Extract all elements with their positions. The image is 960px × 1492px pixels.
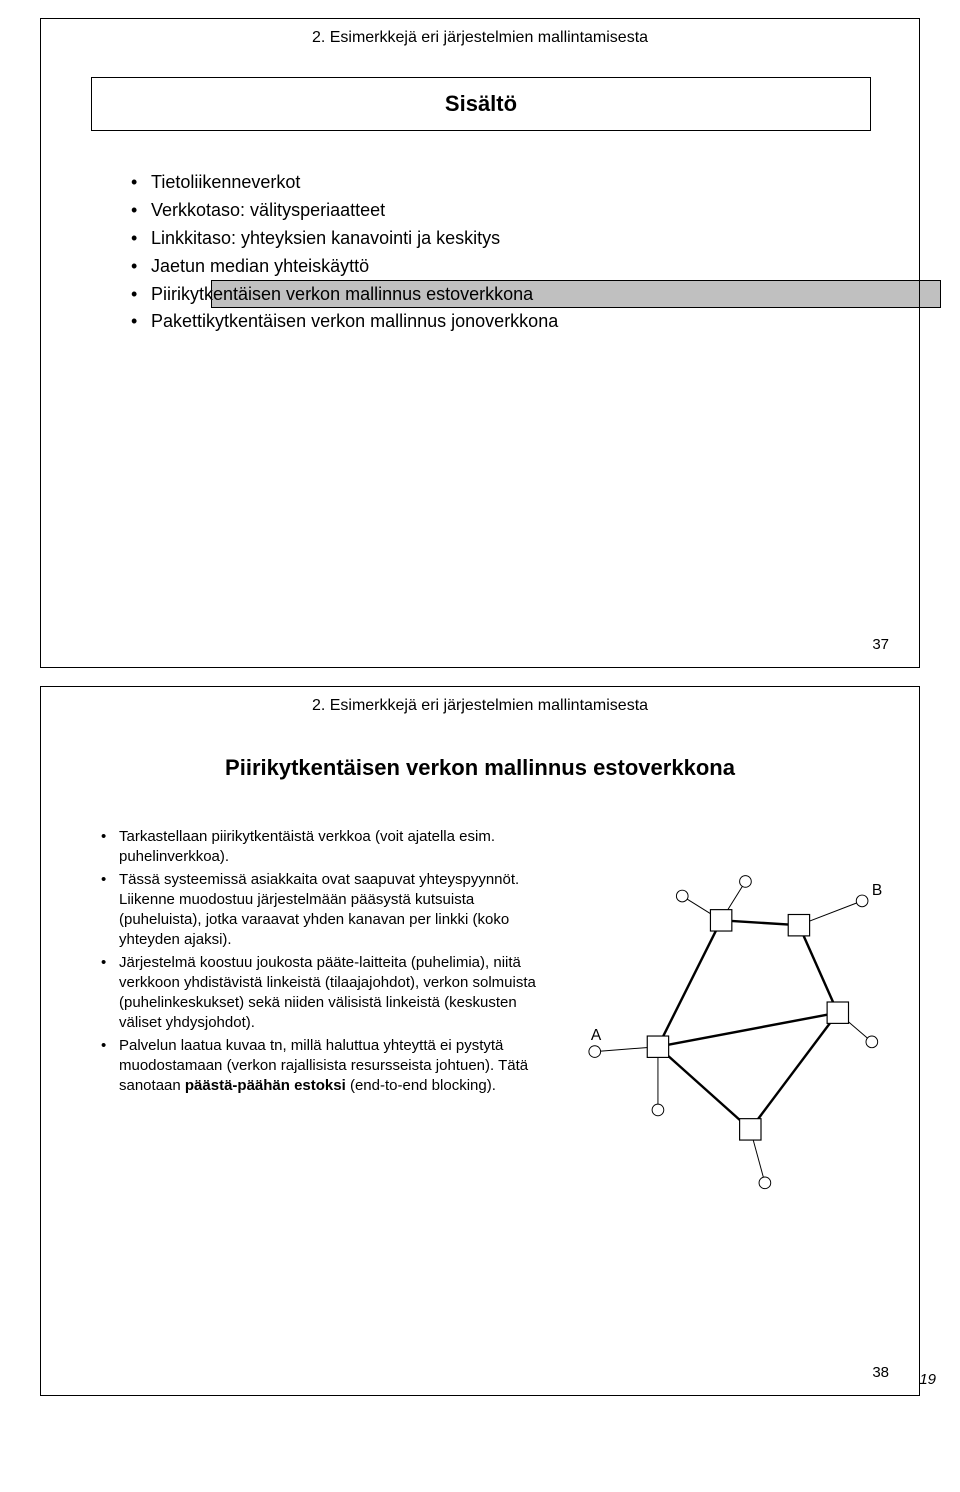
bullet-item: Verkkotaso: välitysperiaatteet xyxy=(131,197,851,225)
bullet-item: Linkkitaso: yhteyksien kanavointi ja kes… xyxy=(131,225,851,253)
bullet-item: Tietoliikenneverkot xyxy=(131,169,851,197)
slide-2-header: 2. Esimerkkejä eri järjestelmien mallint… xyxy=(41,697,919,715)
slide-1-header: 2. Esimerkkejä eri järjestelmien mallint… xyxy=(41,29,919,47)
network-label-b: B xyxy=(872,882,882,899)
network-diagram: A B xyxy=(551,857,901,1217)
slide-1: 2. Esimerkkejä eri järjestelmien mallint… xyxy=(40,18,920,668)
network-label-a: A xyxy=(591,1027,602,1044)
slide-1-page-number: 37 xyxy=(872,636,889,653)
slide-2-page-number: 38 xyxy=(872,1364,889,1381)
slide-2-title: Piirikytkentäisen verkon mallinnus estov… xyxy=(41,755,919,781)
slide-1-bullets: Tietoliikenneverkot Verkkotaso: välitysp… xyxy=(131,169,851,336)
bullet-item: Pakettikytkentäisen verkon mallinnus jon… xyxy=(131,308,851,336)
slide-2-bullets: Tarkastellaan piirikytkentäistä verkkoa … xyxy=(101,827,536,1098)
bullet-item: Tässä systeemissä asiakkaita ovat saapuv… xyxy=(101,870,536,951)
slide-1-title: Sisältö xyxy=(91,77,871,131)
page: 2. Esimerkkejä eri järjestelmien mallint… xyxy=(0,18,960,1396)
bullet-item: Piirikytkentäisen verkon mallinnus estov… xyxy=(131,281,851,309)
bullet-item: Järjestelmä koostuu joukosta pääte-laitt… xyxy=(101,953,536,1034)
slide-2: 2. Esimerkkejä eri järjestelmien mallint… xyxy=(40,686,920,1396)
bullet-item: Palvelun laatua kuvaa tn, millä haluttua… xyxy=(101,1036,536,1097)
bullet-item: Jaetun median yhteiskäyttö xyxy=(131,253,851,281)
document-page-number: 19 xyxy=(919,1371,936,1388)
bullet-item: Tarkastellaan piirikytkentäistä verkkoa … xyxy=(101,827,536,868)
